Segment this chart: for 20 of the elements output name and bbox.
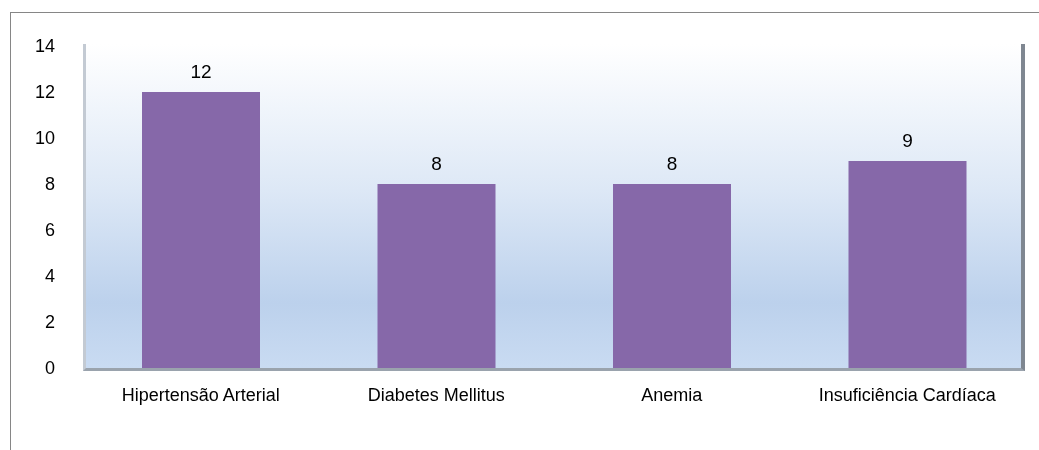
- y-tick-label: 0: [44, 358, 55, 379]
- bar: [377, 184, 496, 368]
- y-tick-label: 12: [34, 82, 55, 103]
- x-tick-label: Diabetes Mellitus: [367, 384, 505, 405]
- data-label: 8: [666, 153, 678, 174]
- y-tick-label: 14: [34, 36, 55, 57]
- x-tick-label: Anemia: [641, 384, 704, 405]
- y-tick-label: 10: [34, 128, 55, 149]
- x-tick-label: Insuficiência Cardíaca: [818, 384, 997, 405]
- y-tick-label: 6: [44, 220, 55, 241]
- data-label: 12: [190, 61, 212, 82]
- data-label: 8: [431, 153, 442, 174]
- x-tick-label: Hipertensão Arterial: [121, 384, 280, 405]
- bar: [848, 161, 967, 368]
- y-tick-label: 8: [44, 174, 55, 195]
- bar: [142, 92, 260, 368]
- bar: [613, 184, 731, 368]
- y-tick-label: 4: [44, 266, 55, 287]
- y-tick-label: 2: [44, 312, 55, 333]
- data-label: 9: [902, 130, 913, 151]
